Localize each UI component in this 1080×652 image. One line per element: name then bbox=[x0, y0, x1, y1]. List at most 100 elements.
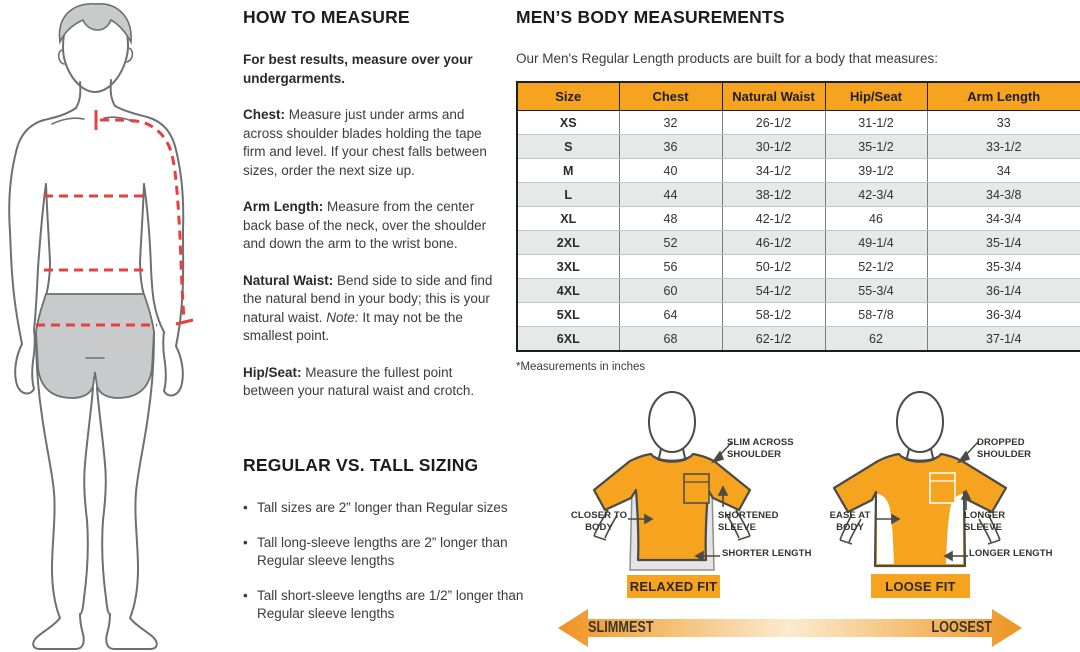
measure-cell: 34-3/8 bbox=[926, 182, 1080, 207]
size-cell: L bbox=[516, 182, 620, 207]
step-body: Measure the fullest point between your n… bbox=[243, 364, 475, 399]
measure-cell: 33-1/2 bbox=[926, 134, 1080, 159]
callout-longer-length: LONGER LENGTH bbox=[969, 548, 1053, 559]
measure-step-arm-length: Arm Length: Measure from the center back… bbox=[243, 198, 505, 254]
measure-cell: 48 bbox=[618, 206, 723, 231]
measure-cell: 35-1/4 bbox=[926, 230, 1080, 255]
double-arrow-icon bbox=[558, 609, 1022, 647]
tall-sizing-list: Tall sizes are 2” longer than Regular si… bbox=[243, 499, 531, 624]
table-row: L 44 38-1/2 42-3/4 34-3/8 bbox=[516, 182, 1080, 207]
measure-cell: 37-1/4 bbox=[926, 326, 1080, 352]
callout-dropped-shoulder: DROPPED SHOULDER bbox=[977, 437, 1032, 460]
measure-cell: 42-1/2 bbox=[721, 206, 826, 231]
header-hip-seat: Hip/Seat bbox=[824, 81, 928, 111]
header-size: Size bbox=[516, 81, 620, 111]
measure-cell: 33 bbox=[926, 110, 1080, 135]
slim-silhouette-overlay bbox=[877, 494, 963, 564]
size-cell: M bbox=[516, 158, 620, 183]
table-row: 4XL 60 54-1/2 55-3/4 36-1/4 bbox=[516, 278, 1080, 303]
table-row: XL 48 42-1/2 46 34-3/4 bbox=[516, 206, 1080, 231]
measure-intro: For best results, measure over your unde… bbox=[243, 52, 473, 86]
measure-cell: 56 bbox=[618, 254, 723, 279]
list-item: Tall short-sleeve lengths are 1/2” longe… bbox=[243, 587, 531, 624]
measurement-lines bbox=[36, 110, 194, 327]
measure-cell: 34-1/2 bbox=[721, 158, 826, 183]
figure-head bbox=[648, 391, 696, 453]
measure-step-chest: Chest: Measure just under arms and acros… bbox=[243, 106, 505, 180]
measure-cell: 35-3/4 bbox=[926, 254, 1080, 279]
measure-cell: 52 bbox=[618, 230, 723, 255]
callout-shorter-length: SHORTER LENGTH bbox=[722, 548, 812, 559]
size-cell: 3XL bbox=[516, 254, 620, 279]
step-body-2: It may not be the smallest point. bbox=[243, 309, 463, 344]
size-cell: XS bbox=[516, 110, 620, 135]
figure-head bbox=[896, 391, 944, 453]
figure-hair bbox=[58, 3, 132, 45]
collar-line bbox=[652, 455, 692, 463]
regular-vs-tall-section: REGULAR VS. TALL SIZING Tall sizes are 2… bbox=[243, 455, 531, 640]
fit-scale-arrow: SLIMMEST LOOSEST bbox=[558, 606, 1022, 650]
measure-cell: 54-1/2 bbox=[721, 278, 826, 303]
measure-cell: 62 bbox=[824, 326, 928, 352]
header-row: Size Chest Natural Waist Hip/Seat Arm Le… bbox=[516, 81, 1080, 111]
figure-shorts bbox=[35, 293, 155, 399]
arm-length-line bbox=[99, 118, 186, 321]
measure-cell: 62-1/2 bbox=[721, 326, 826, 352]
size-cell: S bbox=[516, 134, 620, 159]
size-cell: 6XL bbox=[516, 326, 620, 352]
callout-shortened-sleeve: SHORTENED SLEEVE bbox=[718, 510, 779, 533]
callout-arrows bbox=[628, 441, 733, 562]
step-body: Bend side to side and find the natural b… bbox=[243, 272, 493, 325]
measure-cell: 34-3/4 bbox=[926, 206, 1080, 231]
measure-cell: 26-1/2 bbox=[721, 110, 826, 135]
list-item: Tall long-sleeve lengths are 2” longer t… bbox=[243, 534, 531, 571]
chest-pocket bbox=[683, 473, 710, 504]
collar-line bbox=[900, 455, 940, 463]
measure-cell: 50-1/2 bbox=[721, 254, 826, 279]
measure-cell: 36-3/4 bbox=[926, 302, 1080, 327]
measure-cell: 46 bbox=[824, 206, 928, 231]
table-row: M 40 34-1/2 39-1/2 34 bbox=[516, 158, 1080, 183]
table-row: 5XL 64 58-1/2 58-7/8 36-3/4 bbox=[516, 302, 1080, 327]
callout-arrows bbox=[875, 441, 979, 562]
relaxed-fit-badge: RELAXED FIT bbox=[627, 575, 720, 598]
measure-cell: 34 bbox=[926, 158, 1080, 183]
callout-closer-to-body: CLOSER TO BODY bbox=[570, 510, 628, 533]
measure-cell: 58-7/8 bbox=[824, 302, 928, 327]
step-lead: Chest: bbox=[243, 107, 286, 122]
relaxed-fit-diagram bbox=[592, 391, 752, 571]
regular-vs-tall-title: REGULAR VS. TALL SIZING bbox=[243, 455, 479, 475]
step-note: Note: bbox=[326, 309, 359, 325]
measure-cell: 46-1/2 bbox=[721, 230, 826, 255]
measure-cell: 35-1/2 bbox=[824, 134, 928, 159]
size-cell: 5XL bbox=[516, 302, 620, 327]
step-lead: Natural Waist: bbox=[243, 272, 334, 288]
measurements-intro: Our Men's Regular Length products are bu… bbox=[516, 51, 939, 66]
table-header: Size Chest Natural Waist Hip/Seat Arm Le… bbox=[516, 81, 1080, 111]
chest-pocket bbox=[929, 472, 956, 504]
step-body: Measure just under arms and across shoul… bbox=[243, 107, 487, 178]
measure-cell: 36-1/4 bbox=[926, 278, 1080, 303]
measure-cell: 68 bbox=[618, 326, 723, 352]
measure-cell: 36 bbox=[618, 134, 723, 159]
table-row: 3XL 56 50-1/2 52-1/2 35-3/4 bbox=[516, 254, 1080, 279]
loose-fit-badge: LOOSE FIT bbox=[871, 574, 970, 598]
measurements-footnote: *Measurements in inches bbox=[516, 361, 646, 373]
scale-label-loosest: LOOSEST bbox=[931, 619, 992, 636]
measure-cell: 39-1/2 bbox=[824, 158, 928, 183]
step-lead: Arm Length: bbox=[243, 199, 324, 214]
table-row: S 36 30-1/2 35-1/2 33-1/2 bbox=[516, 134, 1080, 159]
size-table-body: XS 32 26-1/2 31-1/2 33 S 36 30-1/2 35-1/2 33-1/2 M… bbox=[516, 110, 1080, 352]
size-cell: 4XL bbox=[516, 278, 620, 303]
measure-cell: 55-3/4 bbox=[824, 278, 928, 303]
callout-longer-sleeve: LONGER SLEEVE bbox=[964, 510, 1006, 533]
relaxed-shirt bbox=[592, 452, 752, 562]
header-natural-waist: Natural Waist bbox=[721, 81, 826, 111]
how-to-measure-section: HOW TO MEASURE For best results, measure… bbox=[243, 7, 505, 419]
measure-cell: 32 bbox=[618, 110, 723, 135]
header-chest: Chest bbox=[618, 81, 723, 111]
size-chart-table: Size Chest Natural Waist Hip/Seat Arm Le… bbox=[516, 81, 1080, 352]
measure-cell: 49-1/4 bbox=[824, 230, 928, 255]
measure-step-hip-seat: Hip/Seat: Measure the fullest point betw… bbox=[243, 364, 505, 401]
